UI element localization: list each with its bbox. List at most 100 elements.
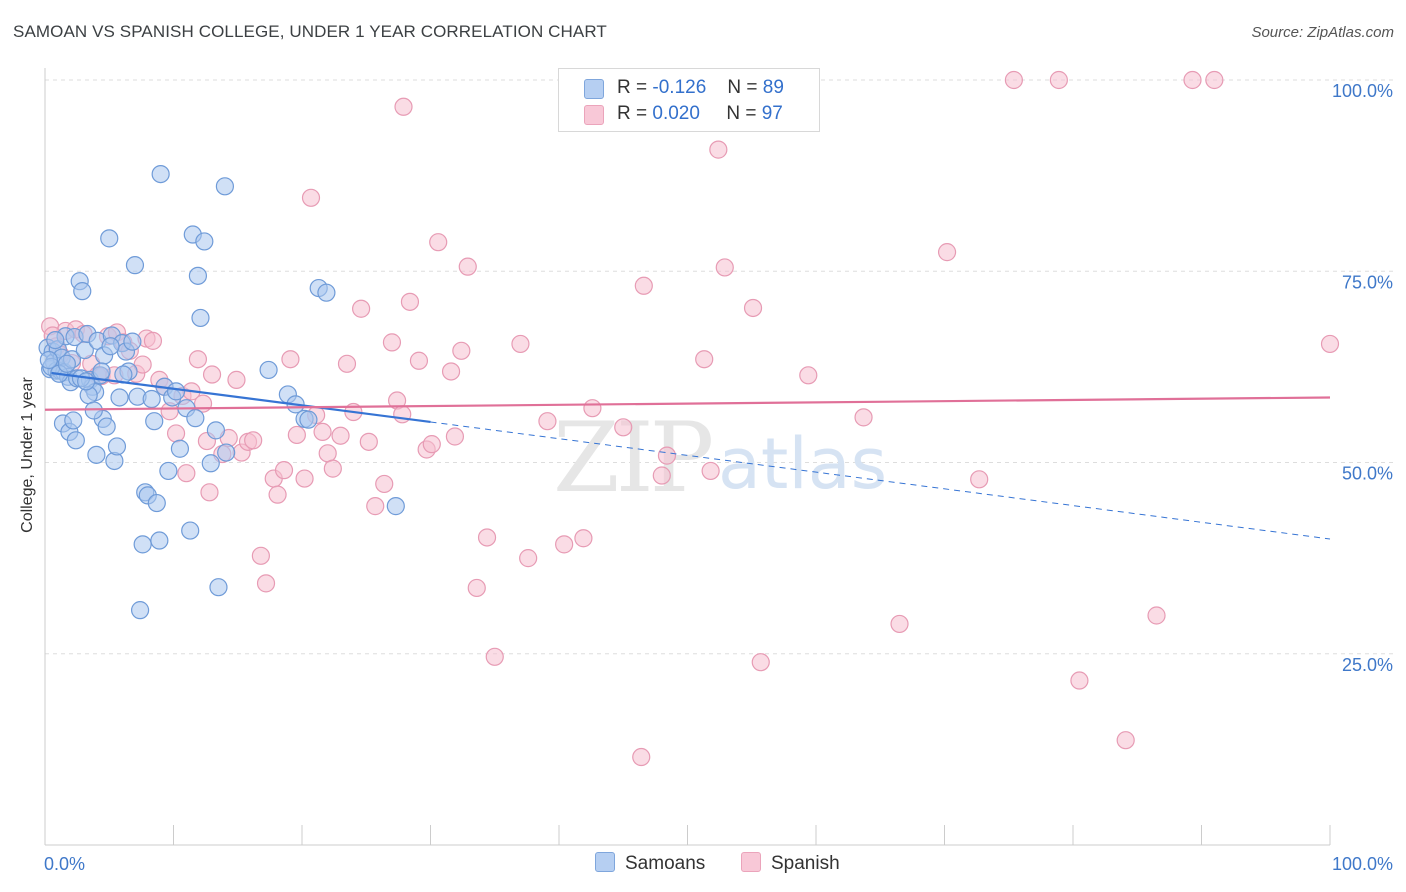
spanish-point [366,497,385,516]
spanish-point [555,535,574,554]
samoans-point [101,337,120,356]
samoans-point [166,382,186,401]
samoans-point [386,497,405,516]
spanish-point [1049,70,1068,90]
spanish-point [143,331,163,350]
spanish-point [743,298,763,318]
spanish-point [295,469,314,488]
spanish-point [799,366,818,385]
samoans-point [125,256,145,275]
spanish-point [200,483,219,502]
samoans-point [87,445,106,464]
spanish-point [634,276,653,295]
samoans-point [107,437,127,456]
samoans-legend-swatch [595,852,615,872]
chart-title: SAMOAN VS SPANISH COLLEGE, UNDER 1 YEAR … [13,22,607,41]
samoans-point [259,360,278,380]
spanish-point [227,370,246,389]
spanish-point [854,408,873,427]
spanish-point [519,549,538,568]
legend: R = -0.126 N = 89 R = 0.020 N = 97 [558,68,820,132]
spanish-trend-line [44,396,1331,411]
samoans-point [145,412,164,431]
spanish-point [1004,70,1023,90]
samoans-point [217,443,236,462]
samoans-point [92,362,111,381]
samoans-point [97,417,116,436]
spanish-point [202,365,222,384]
spanish-r-value: 0.020 [652,103,700,124]
spanish-point [657,446,677,465]
spanish-point [400,292,420,311]
samoans-point [130,601,150,620]
axes [44,68,1331,846]
spanish-point [1147,606,1166,625]
spanish-point [188,350,208,369]
spanish-point [256,574,276,593]
tick-labels: 25.0% 50.0% 75.0% 100.0% 0.0% 100.0% [44,81,1393,874]
spanish-point [890,614,909,634]
spanish-point [331,426,350,445]
spanish-point [452,341,471,360]
spanish-point [1320,334,1340,354]
y-tick-label: 25.0% [1342,655,1393,675]
samoans-point [64,411,83,430]
spanish-point [244,431,263,450]
x-tick-label: 100.0% [1332,854,1393,874]
spanish-point [359,432,378,451]
samoans-point [201,454,220,473]
spanish-point [1205,70,1224,90]
spanish-point [477,528,497,547]
watermark: ZIP atlas [553,402,887,514]
samoans-point [73,282,92,301]
legend-n-label: N = [726,103,757,124]
y-tick-label: 50.0% [1342,464,1393,484]
samoans-point [188,266,208,285]
spanish-point [337,354,357,373]
samoans-point [191,308,210,328]
chart-source: Source: ZipAtlas.com [1251,24,1394,41]
spanish-point [467,578,486,598]
spanish-point [632,747,651,767]
spanish-point [274,461,294,480]
samoans-point [186,409,205,428]
samoans-point [39,350,58,370]
spanish-point [511,334,530,354]
spanish-point [422,435,441,454]
samoans-n-value: 89 [762,77,784,98]
spanish-point [394,97,413,116]
samoans-point [100,229,119,248]
spanish-point [251,546,270,565]
spanish-point [1070,671,1089,690]
spanish-point [652,466,671,485]
spanish-point [1116,731,1135,750]
gridlines [45,79,1395,655]
samoans-r-value: -0.126 [652,77,707,98]
watermark-atlas: atlas [718,423,887,505]
spanish-point [970,470,989,489]
spanish-point [937,243,957,262]
spanish-point [281,350,300,369]
spanish-point [574,529,593,548]
spanish-point [301,188,321,207]
y-tick-label: 75.0% [1342,272,1393,292]
spanish-point [375,474,394,494]
samoans-swatch [584,79,604,99]
samoans-point [110,388,129,407]
samoans-point [57,354,76,373]
samoans-point [181,521,200,540]
spanish-point [709,140,728,159]
samoans-point [77,372,96,391]
samoans-point [66,431,85,450]
samoans-points [38,164,405,620]
spanish-point [701,461,720,481]
y-tick-label: 100.0% [1332,81,1393,101]
spanish-n-value: 97 [761,103,783,124]
spanish-swatch [584,105,604,125]
watermark-zip: ZIP [553,402,712,514]
spanish-point [352,299,371,318]
spanish-point [166,424,186,443]
spanish-legend-label: Spanish [771,853,840,874]
spanish-point [485,647,504,666]
samoans-point [46,331,65,350]
